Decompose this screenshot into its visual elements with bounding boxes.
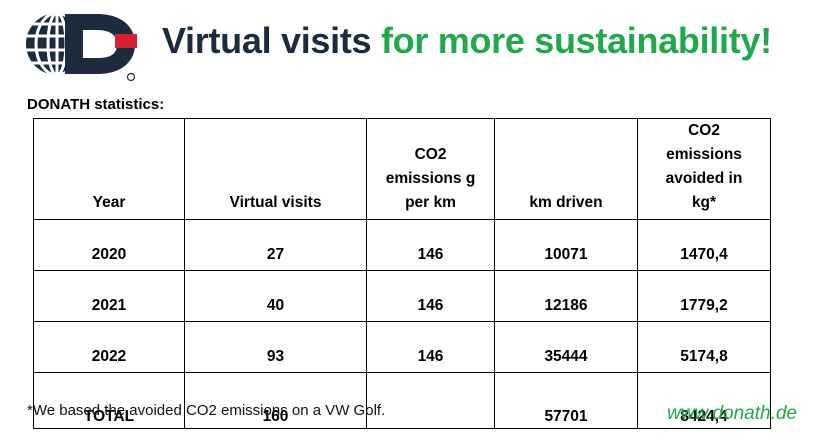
page-title: Virtual visits for more sustainability! bbox=[162, 20, 772, 62]
column-header-km-driven: km driven bbox=[494, 118, 638, 220]
cell-virtual-visits: 93 bbox=[184, 321, 367, 373]
column-header-co2-avoided: CO2 emissions avoided in kg* bbox=[637, 118, 771, 220]
table-row: 2021 40 146 12186 1779,2 bbox=[33, 270, 771, 322]
cell-year: 2020 bbox=[33, 219, 185, 271]
cell-co2-avoided: 5174,8 bbox=[637, 321, 771, 373]
column-header-co2-per-km: CO2 emissions g per km bbox=[366, 118, 495, 220]
cell-co2-per-km: 146 bbox=[366, 219, 495, 271]
title-part-1: Virtual visits bbox=[162, 20, 372, 61]
table-total-row: TOTAL 160 57701 8424,4 bbox=[33, 372, 771, 429]
statistics-table: Year Virtual visits CO2 emissions g per … bbox=[33, 118, 771, 429]
cell-co2-per-km: 146 bbox=[366, 270, 495, 322]
cell-total-km-driven: 57701 bbox=[494, 372, 638, 429]
cell-total-virtual-visits: 160 bbox=[184, 372, 367, 429]
cell-km-driven: 12186 bbox=[494, 270, 638, 322]
column-header-year: Year bbox=[33, 118, 185, 220]
table-row: 2022 93 146 35444 5174,8 bbox=[33, 321, 771, 373]
cell-total-co2-per-km bbox=[366, 372, 495, 429]
cell-total-label: TOTAL bbox=[33, 372, 185, 429]
donath-globe-logo-icon bbox=[26, 13, 137, 82]
website-link[interactable]: www.donath.de bbox=[667, 403, 797, 424]
cell-total-co2-avoided: 8424,4 bbox=[637, 372, 771, 429]
donath-logo bbox=[25, 10, 140, 82]
table-row: 2020 27 146 10071 1470,4 bbox=[33, 219, 771, 271]
cell-co2-avoided: 1779,2 bbox=[637, 270, 771, 322]
cell-year: 2022 bbox=[33, 321, 185, 373]
column-header-virtual-visits: Virtual visits bbox=[184, 118, 367, 220]
cell-virtual-visits: 27 bbox=[184, 219, 367, 271]
cell-year: 2021 bbox=[33, 270, 185, 322]
cell-km-driven: 10071 bbox=[494, 219, 638, 271]
title-part-2: for more sustainability! bbox=[380, 20, 772, 61]
cell-co2-per-km: 146 bbox=[366, 321, 495, 373]
cell-virtual-visits: 40 bbox=[184, 270, 367, 322]
cell-km-driven: 35444 bbox=[494, 321, 638, 373]
table-header-row: Year Virtual visits CO2 emissions g per … bbox=[33, 118, 771, 220]
section-label: DONATH statistics: bbox=[27, 96, 165, 113]
footnote: *We based the avoided CO2 emissions on a… bbox=[27, 402, 386, 419]
cell-co2-avoided: 1470,4 bbox=[637, 219, 771, 271]
